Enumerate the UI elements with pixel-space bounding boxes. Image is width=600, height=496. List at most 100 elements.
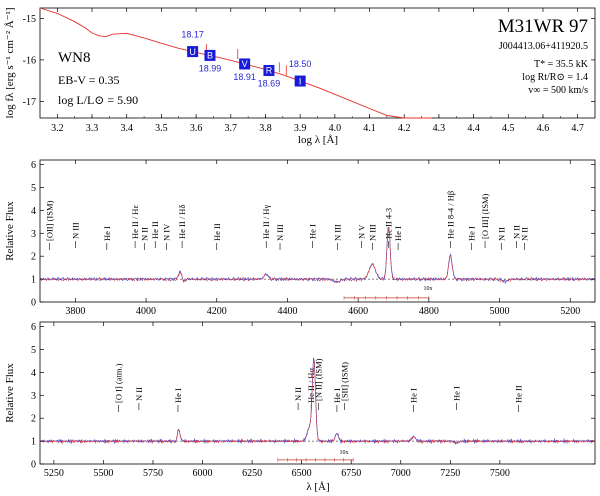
sed-xtick-label: 3.2: [51, 123, 64, 134]
phot-box-V: [239, 58, 251, 70]
sed-xtick-label: 4.7: [571, 123, 584, 134]
sed-xtick-label: 4.5: [502, 123, 515, 134]
phot-band-I: I: [299, 76, 302, 86]
sed-xtick-label: 3.4: [120, 123, 133, 134]
p2-xtick-label: 5750: [143, 468, 163, 479]
phot-band-B: B: [207, 51, 213, 61]
blue-yticks: 0 1 2 3 4 5 6: [31, 160, 595, 309]
p1-ytick-label: 2: [31, 252, 36, 263]
p1-line-label: He II / Hε: [130, 205, 140, 239]
sed-xtick-label: 4.3: [433, 123, 446, 134]
sed-xtick-label: 3.9: [294, 123, 307, 134]
p1-xtick-label: 4200: [207, 306, 227, 317]
sed-title: M31WR 97: [498, 16, 588, 37]
p1-line-label: N V: [357, 224, 367, 239]
sed-luminosity: log L/L⊙ = 5.90: [58, 93, 138, 107]
p1-xtick-label: 5200: [560, 306, 580, 317]
p2-xtick-label: 6250: [242, 468, 262, 479]
p1-line-label: N II: [496, 227, 506, 241]
phot-box-U: [187, 46, 199, 58]
phot-mag-V: 18.91: [233, 72, 256, 82]
p1-line-label: N III: [332, 224, 342, 241]
p2-line-label: He II / Hα: [306, 368, 316, 403]
p2-xtick-label: 6000: [193, 468, 213, 479]
phot-box-B: [204, 49, 216, 61]
p2-ytick-label: 4: [31, 368, 36, 379]
sed-xtick-label: 3.3: [86, 123, 99, 134]
p1-line-label: N II: [139, 227, 149, 241]
p1-line-label: N IV: [162, 223, 172, 241]
p2-line-label: N II: [134, 387, 144, 401]
sed-xtick-label: 4.4: [467, 123, 480, 134]
p2-ytick-label: 3: [31, 391, 36, 402]
sed-xtick-label: 3.7: [225, 123, 238, 134]
sed-ytick-label: -17: [23, 97, 36, 108]
p1-line-label: He II: [150, 221, 160, 239]
p1-line-label: [OII] (ISM): [45, 200, 55, 241]
p1-line-label: N III: [71, 222, 81, 239]
p2-xtick-label: 7500: [490, 468, 510, 479]
p1-line-label: N II: [512, 225, 522, 239]
p2-line-label: He I: [173, 388, 183, 403]
p2-line-label: N II: [293, 387, 303, 401]
red-xticks: 5250 5500 5750 6000 6250 6500 6750 7000 7250 7500: [44, 322, 510, 479]
p2-xtick-label: 6750: [341, 468, 361, 479]
p2-line-label: He I: [409, 388, 419, 403]
p1-line-label: He II / Hδ: [177, 205, 187, 239]
sed-xtick-label: 4.6: [537, 123, 550, 134]
blue-xticks: 3800 4000 4200 4400 4600 4800 5000 5200: [65, 160, 580, 317]
p1-ytick-label: 0: [31, 298, 36, 309]
p1-xtick-label: 4400: [277, 306, 297, 317]
sed-extinction: EB-V = 0.35: [58, 73, 120, 87]
p1-line-label: He II 4-3: [384, 208, 394, 239]
sed-xtick-label: 3.6: [190, 123, 203, 134]
sed-xticks: 3.2 3.3 3.4 3.5 3.6 3.7 3.8 3.9 4.0 4.1 4.2 4.3 4.4 4…: [51, 8, 584, 134]
p1-line-label: N III: [275, 224, 285, 241]
p2-xtick-label: 7000: [391, 468, 411, 479]
blue-y-axis-label: Relative Flux: [4, 201, 16, 261]
p1-line-label: N II: [519, 227, 529, 241]
sed-photometry: U 18.17 B 18.99 V 18.91 R 18.69 I 18.50: [181, 30, 311, 89]
red-frame: [39, 321, 596, 465]
p1-ytick-label: 1: [31, 275, 36, 286]
sed-xtick-label: 3.5: [155, 123, 168, 134]
p1-line-label: He I: [102, 226, 112, 241]
phot-band-V: V: [242, 59, 248, 69]
blue-scale-marker: [343, 295, 430, 300]
p1-line-label: He II: [212, 223, 222, 241]
p1-xtick-label: 3800: [65, 306, 85, 317]
p1-xtick-label: 4600: [348, 306, 368, 317]
blue-model-spectrum: [39, 226, 596, 284]
p1-line-label: He I: [393, 226, 403, 241]
p1-ytick-label: 3: [31, 229, 36, 240]
sed-panel: 3.2 3.3 3.4 3.5 3.6 3.7 3.8 3.9 4.0 4.1 4.2 4.3 4.4 4…: [4, 8, 596, 146]
p1-line-label: [O III] (ISM): [480, 194, 490, 239]
p2-xtick-label: 7250: [440, 468, 460, 479]
p1-xtick-label: 5000: [490, 306, 510, 317]
blue-spectrum-panel: [OII] (ISM) N III He I He II / Hε N II He II N…: [4, 159, 596, 317]
phot-box-R: [263, 65, 275, 77]
sed-xtick-label: 4.0: [329, 123, 342, 134]
sed-x-axis-label: log λ [Å]: [298, 134, 338, 146]
phot-band-R: R: [266, 66, 273, 76]
p1-xtick-label: 4800: [419, 306, 439, 317]
sed-param-temperature: T* = 35.5 kK: [534, 59, 589, 70]
p1-line-label: He I: [308, 224, 318, 239]
p2-xtick-label: 6500: [292, 468, 312, 479]
blue-scale-label: 10x: [424, 286, 433, 292]
red-model-spectrum: [39, 359, 596, 445]
red-yticks: 0 1 2 3 4 5 6: [31, 322, 595, 471]
sed-xtick-label: 4.1: [363, 123, 376, 134]
p2-line-label: [SII] (ISM): [340, 362, 350, 401]
p2-xtick-label: 5250: [44, 468, 64, 479]
blue-frame: [39, 159, 596, 303]
p2-ytick-label: 6: [31, 322, 36, 333]
p2-line-label: He II: [513, 385, 523, 403]
red-scale-marker: [277, 457, 354, 462]
p2-ytick-label: 1: [31, 437, 36, 448]
phot-mag-U: 18.17: [181, 30, 204, 40]
red-y-axis-label: Relative Flux: [4, 363, 16, 423]
p2-ytick-label: 0: [31, 460, 36, 471]
sed-spectral-type: WN8: [58, 50, 91, 66]
